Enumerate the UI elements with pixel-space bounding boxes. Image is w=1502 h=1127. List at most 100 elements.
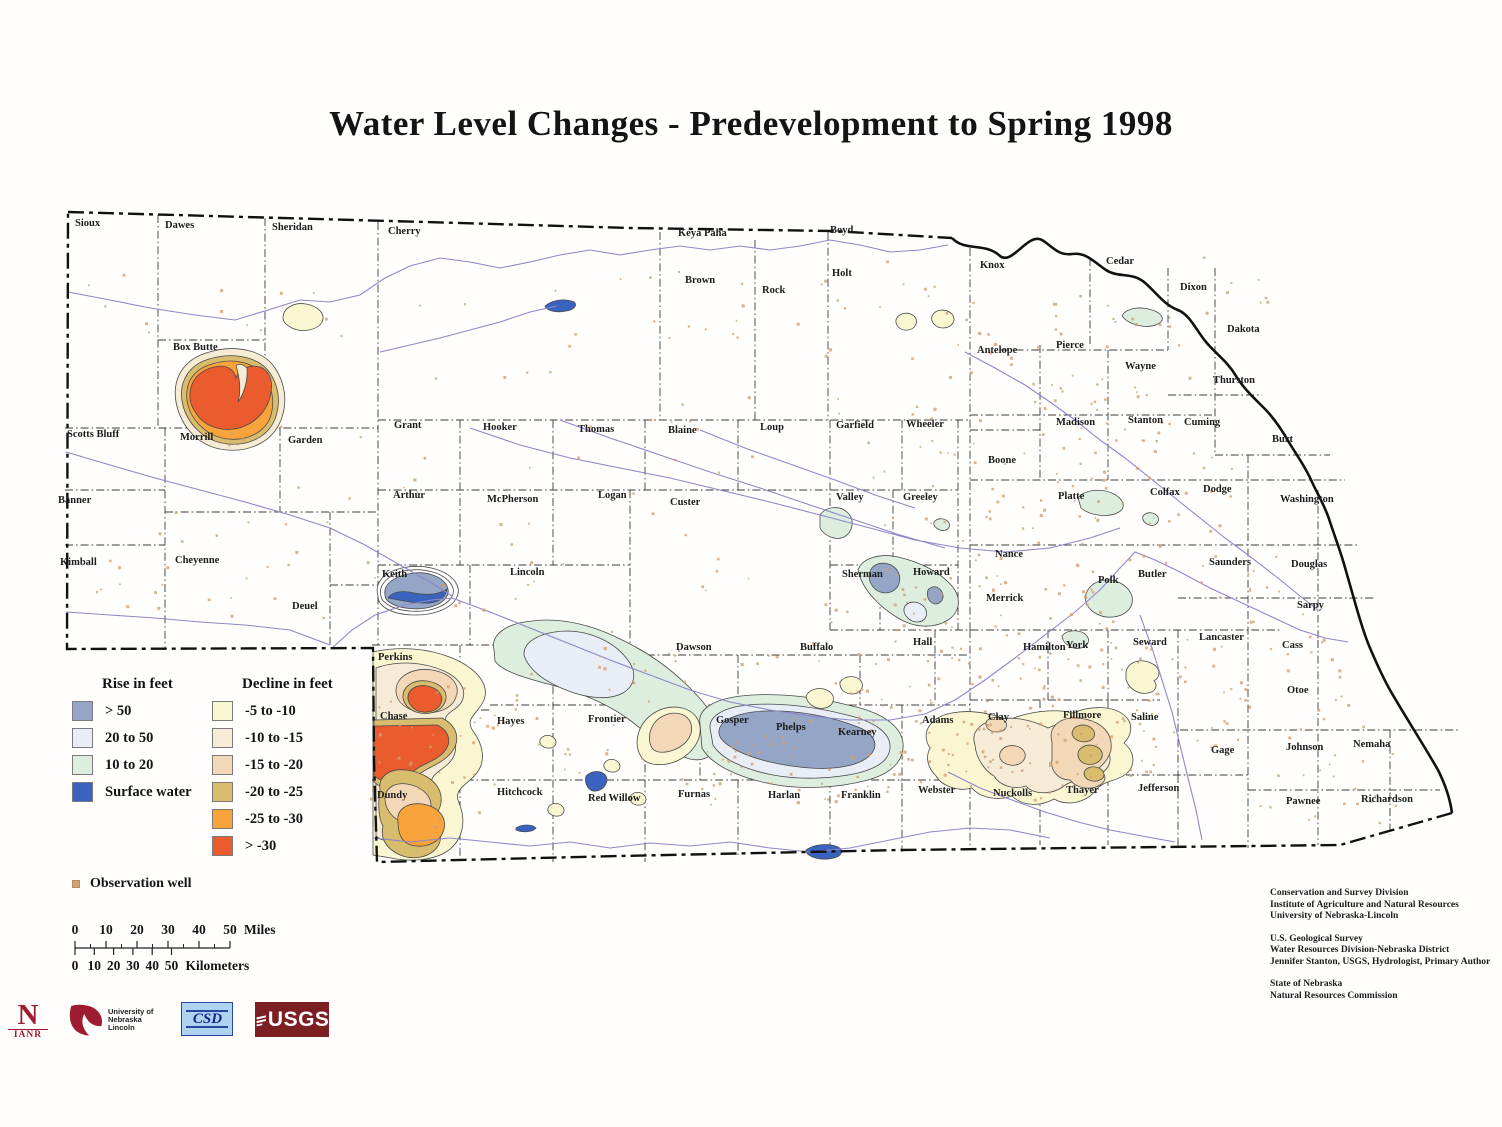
county-label-gage: Gage	[1211, 745, 1235, 756]
county-label-wayne: Wayne	[1125, 361, 1156, 372]
county-label-jefferson: Jefferson	[1138, 783, 1180, 794]
county-label-banner: Banner	[58, 495, 92, 506]
county-label-saline: Saline	[1131, 712, 1159, 723]
csd-rule-bottom	[186, 1026, 229, 1028]
legend-swatch	[212, 728, 233, 748]
county-label-saunders: Saunders	[1209, 557, 1251, 568]
county-label-sarpy: Sarpy	[1297, 600, 1325, 611]
county-label-boone: Boone	[988, 455, 1016, 466]
scale-mile-tick: 10	[99, 922, 113, 937]
county-label-antelope: Antelope	[977, 345, 1018, 356]
county-label-loup: Loup	[760, 422, 784, 433]
legend-swatch	[212, 701, 233, 721]
legend-item-decline-1: -10 to -15	[212, 727, 333, 749]
county-label-buffalo: Buffalo	[800, 642, 833, 653]
county-label-york: York	[1066, 640, 1088, 651]
credits-line: University of Nebraska-Lincoln	[1270, 911, 1399, 921]
legend-swatch	[212, 755, 233, 775]
legend-decline: Decline in feet -5 to -10 -10 to -15 -15 t…	[212, 676, 333, 862]
legend-item-decline-0: -5 to -10	[212, 700, 333, 722]
county-label-colfax: Colfax	[1150, 487, 1180, 498]
county-label-seward: Seward	[1133, 637, 1167, 648]
legend-swatch	[212, 809, 233, 829]
county-label-hall: Hall	[913, 637, 932, 648]
county-label-logan: Logan	[598, 490, 627, 501]
scale-mile-tick: 30	[161, 922, 175, 937]
usgs-label: USGS	[267, 1007, 330, 1031]
county-label-nuckolls: Nuckolls	[993, 788, 1032, 799]
county-label-platte: Platte	[1058, 491, 1085, 502]
logo-row: N IANR University of Nebraska Lincoln CSD …	[8, 999, 330, 1048]
credits-line: Natural Resources Commission	[1270, 990, 1398, 1001]
legend-swatch	[212, 836, 233, 856]
usgs-logo: USGS	[255, 1002, 330, 1037]
county-label-butler: Butler	[1138, 569, 1167, 580]
county-label-red-willow: Red Willow	[588, 793, 641, 804]
credits-block-0: Conservation and Survey Division Institut…	[1270, 888, 1490, 923]
county-label-keith: Keith	[382, 569, 407, 580]
legend-observation-well: Observation well	[72, 876, 192, 892]
scale-bar-ticks	[74, 941, 231, 955]
county-label-clay: Clay	[988, 712, 1010, 723]
scale-mile-tick: 50	[223, 922, 237, 937]
ianr-n-letter: N	[17, 999, 39, 1031]
county-label-gosper: Gosper	[716, 715, 749, 726]
county-label-cedar: Cedar	[1106, 256, 1134, 267]
county-label-nemaha: Nemaha	[1353, 739, 1391, 750]
legend-rise: Rise in feet > 50 20 to 50 10 to 20 Surface…	[72, 676, 192, 808]
credits-line: Jennifer Stanton, USGS, Hydrologist, Pri…	[1270, 956, 1491, 967]
legend-item-decline-5: > -30	[212, 835, 333, 857]
legend-item-rise-0: > 50	[72, 700, 192, 722]
scale-kilometers-unit: Kilometers	[185, 958, 250, 973]
legend-label: -5 to -10	[245, 702, 296, 719]
page-title: Water Level Changes - Predevelopment to …	[329, 104, 1173, 143]
county-label-webster: Webster	[918, 785, 956, 796]
county-label-thayer: Thayer	[1066, 785, 1099, 796]
legend-label: Surface water	[105, 783, 192, 800]
credits-block-2: State of Nebraska Natural Resources Commi…	[1270, 979, 1490, 1002]
legend-rise-heading: Rise in feet	[102, 676, 173, 692]
unl-text: University of Nebraska Lincoln	[108, 1007, 154, 1032]
county-label-hamilton: Hamilton	[1023, 642, 1066, 653]
county-label-knox: Knox	[980, 260, 1005, 271]
county-label-richardson: Richardson	[1361, 794, 1413, 805]
legend-label: -25 to -30	[245, 810, 303, 827]
legend-item-rise-1: 20 to 50	[72, 727, 192, 749]
credits-line: U.S. Geological Survey	[1270, 933, 1363, 944]
county-label-hooker: Hooker	[483, 422, 517, 433]
scale-bar: 0 0 10 10 20 20 30 30 40 40 50 50 Miles Kilometers	[72, 922, 352, 984]
legend-item-decline-3: -20 to -25	[212, 781, 333, 803]
county-label-box-butte: Box Butte	[173, 342, 218, 353]
county-label-sioux: Sioux	[75, 218, 101, 229]
unl-logo: University of Nebraska Lincoln	[66, 1002, 153, 1038]
credits: Conservation and Survey Division Institut…	[1270, 888, 1490, 1013]
county-label-polk: Polk	[1098, 575, 1119, 586]
county-label-blaine: Blaine	[668, 425, 697, 436]
ianr-logo: N IANR	[8, 999, 48, 1040]
county-label-harlan: Harlan	[768, 790, 800, 801]
water-level-regions	[174, 299, 1163, 861]
county-label-morrill: Morrill	[180, 432, 213, 443]
legend-item-rise-3: Surface water	[72, 781, 192, 803]
scale-km-tick: 40	[145, 958, 159, 973]
county-label-madison: Madison	[1056, 417, 1095, 428]
credits-line: Institute of Agriculture and Natural Res…	[1270, 899, 1459, 910]
county-label-cherry: Cherry	[388, 226, 421, 237]
legend-swatch	[72, 782, 93, 802]
county-label-boyd: Boyd	[830, 225, 854, 236]
legend-label: > -30	[245, 837, 277, 854]
county-label-hitchcock: Hitchcock	[497, 787, 543, 798]
county-label-holt: Holt	[832, 268, 852, 279]
county-label-chase: Chase	[380, 711, 408, 722]
county-label-washington: Washington	[1280, 494, 1334, 505]
legend-label: > 50	[105, 702, 132, 719]
county-label-cass: Cass	[1282, 640, 1303, 651]
legend-label: -20 to -25	[245, 783, 303, 800]
scale-km-tick: 20	[106, 958, 121, 973]
scale-miles-unit: Miles	[244, 922, 276, 937]
county-label-merrick: Merrick	[986, 593, 1023, 604]
csd-logo: CSD	[181, 1002, 234, 1036]
county-label-howard: Howard	[913, 567, 950, 578]
csd-label: CSD	[192, 1011, 223, 1027]
usgs-mark-icon	[256, 1014, 267, 1026]
